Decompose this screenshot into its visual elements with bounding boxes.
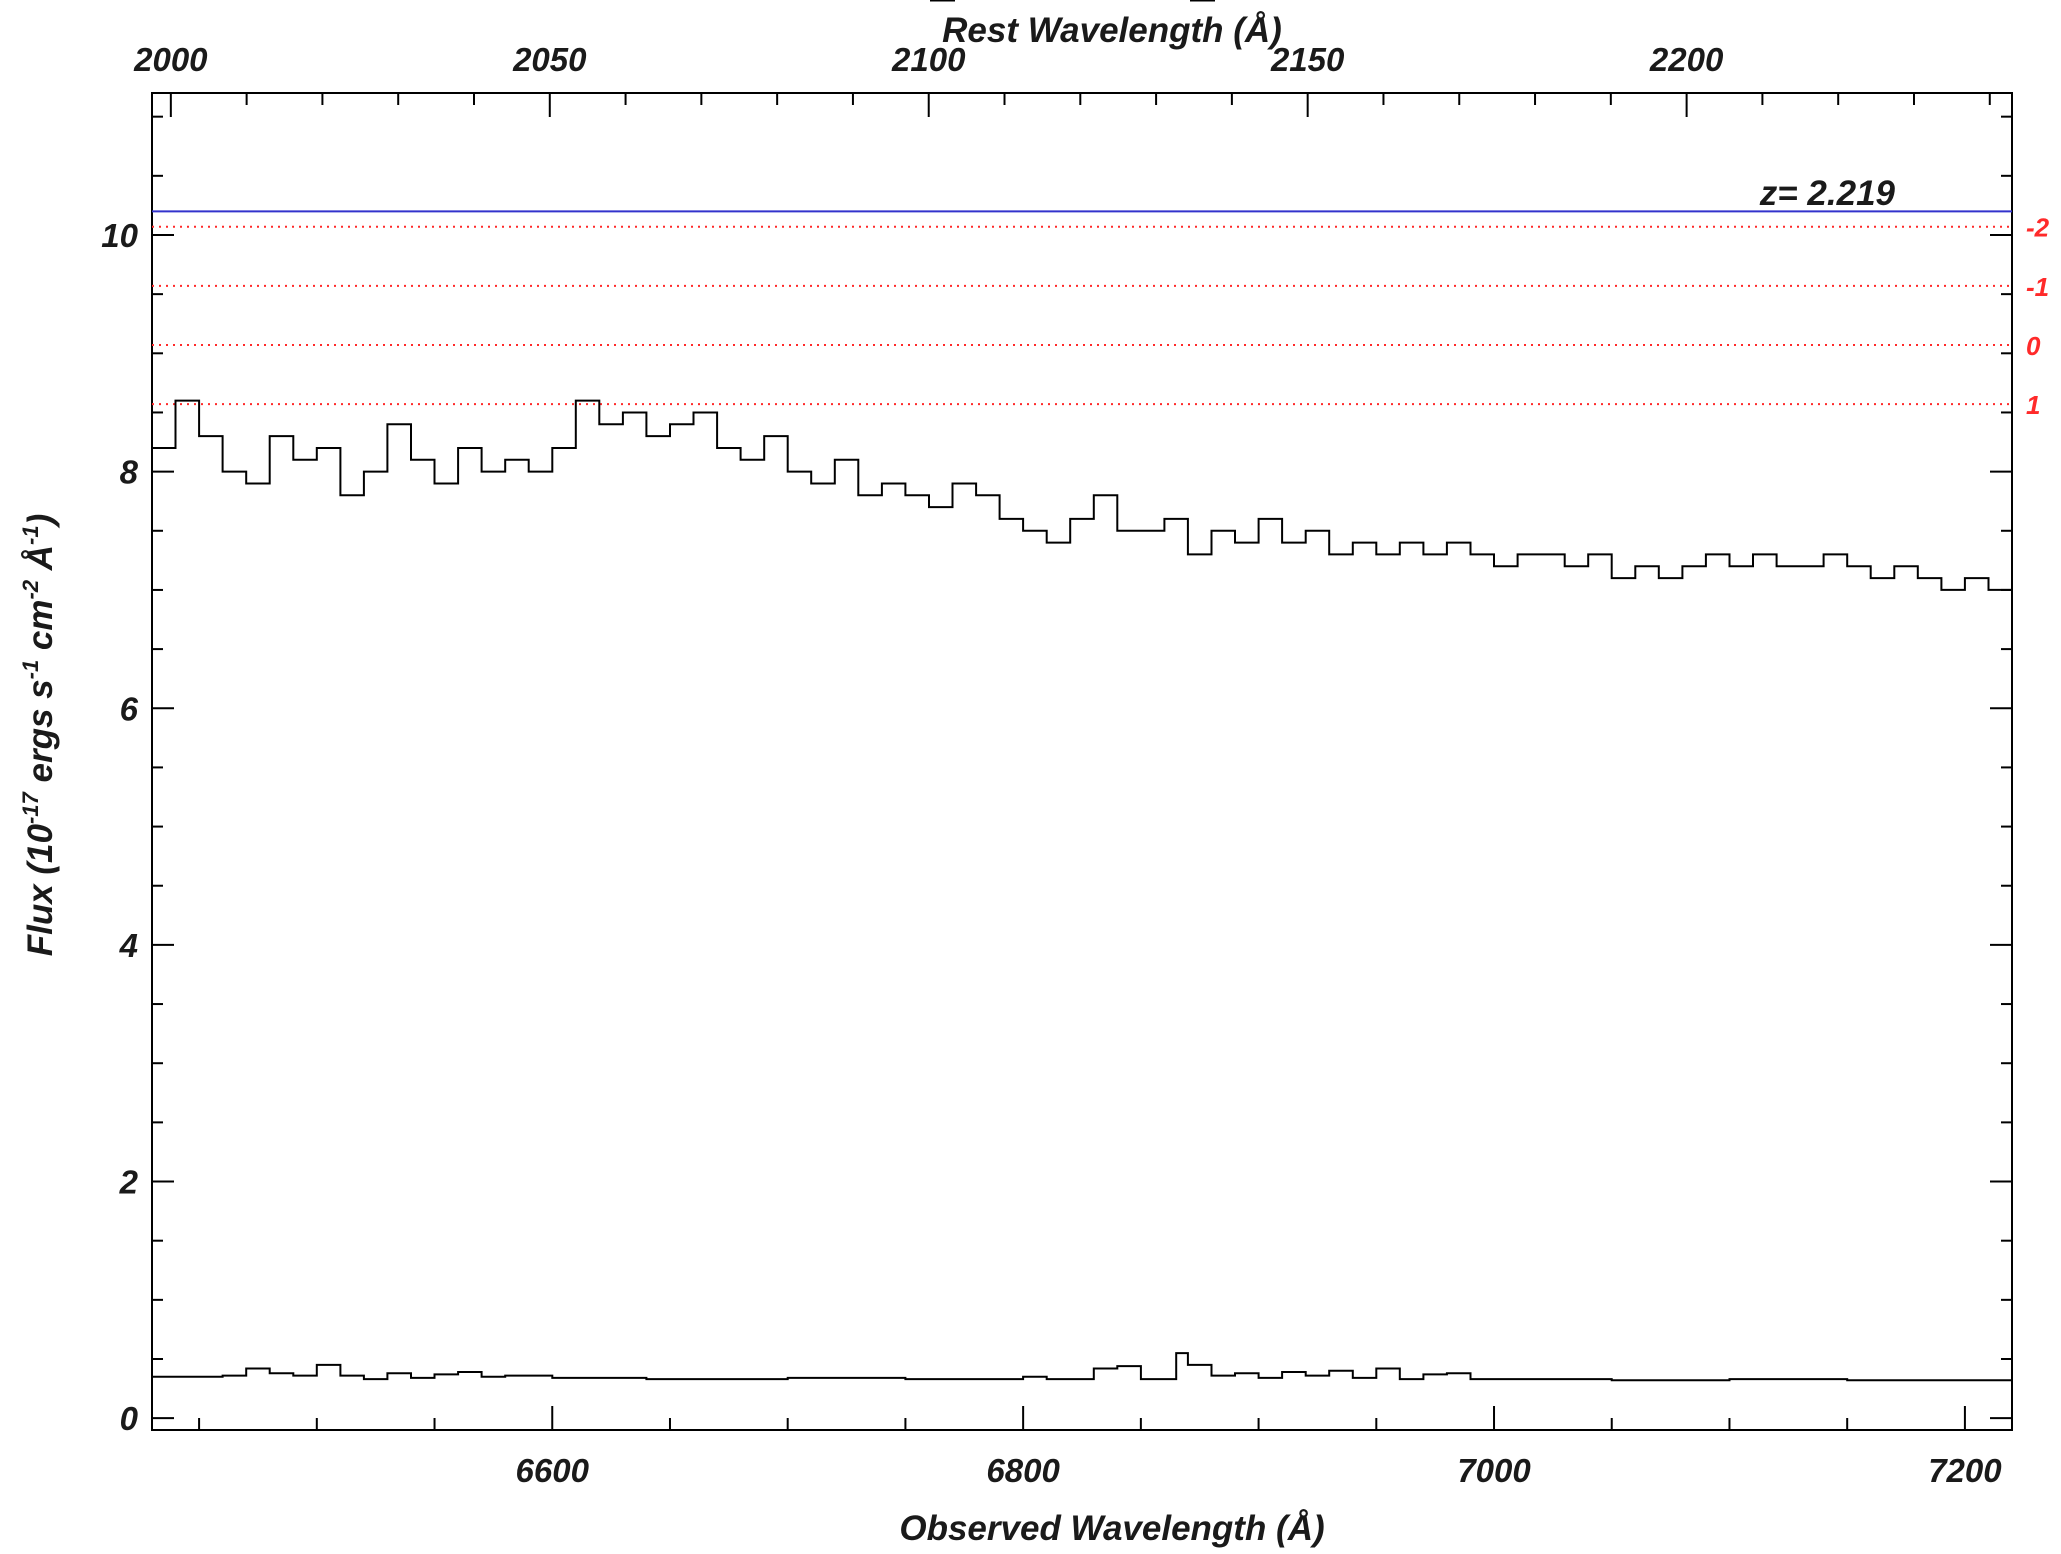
- y-axis-title-sup: -1: [18, 525, 43, 545]
- top-axis-title: Rest Wavelength (Å): [942, 11, 1282, 50]
- x-tick-label-top: 2000: [133, 41, 208, 78]
- y-tick-label: 0: [120, 1400, 139, 1437]
- x-tick-label-top: 2150: [1270, 41, 1345, 78]
- y-axis-title-part: cm: [21, 599, 60, 659]
- y-axis-title-part: ): [21, 514, 60, 530]
- redshift-annotation: z= 2.219: [1759, 174, 1896, 213]
- y-axis-title-sup: -2: [18, 579, 43, 599]
- x-tick-label-bottom: 6600: [516, 1452, 590, 1489]
- x-tick-label-top: 2050: [512, 41, 587, 78]
- dotted-line-label: 1: [2026, 390, 2040, 420]
- bottom-axis-title: Observed Wavelength (Å): [899, 1509, 1324, 1548]
- x-tick-label-bottom: 6800: [986, 1452, 1060, 1489]
- flux-series-line: [152, 399, 2013, 591]
- error-series-line: [152, 1352, 2013, 1382]
- x-tick-label-top: 2200: [1649, 41, 1724, 78]
- y-tick-label: 8: [120, 454, 139, 491]
- y-tick-label: 2: [119, 1164, 139, 1201]
- y-tick-label: 6: [120, 690, 139, 727]
- y-tick-label: 10: [101, 217, 138, 254]
- plot-frame: [151, 92, 2013, 1431]
- y-axis-title-part: Å: [21, 545, 60, 580]
- y-axis-title-part: Flux (10: [21, 823, 60, 956]
- y-axis-title-sup: -17: [18, 790, 43, 824]
- dotted-line-label: -2: [2026, 213, 2050, 243]
- dotted-line-label: -1: [2026, 272, 2049, 302]
- y-axis-title-part: ergs s: [21, 679, 60, 792]
- y-tick-label: 4: [119, 927, 138, 964]
- x-tick-label-top: 2100: [891, 41, 966, 78]
- dotted-line-label: 0: [2026, 331, 2041, 361]
- x-tick-label-bottom: 7200: [1928, 1452, 2002, 1489]
- y-axis-title-sup: -1: [18, 660, 43, 680]
- y-axis-title: Flux (10-17 ergs s-1 cm-2 Å-1): [18, 514, 60, 957]
- x-tick-label-bottom: 7000: [1457, 1452, 1531, 1489]
